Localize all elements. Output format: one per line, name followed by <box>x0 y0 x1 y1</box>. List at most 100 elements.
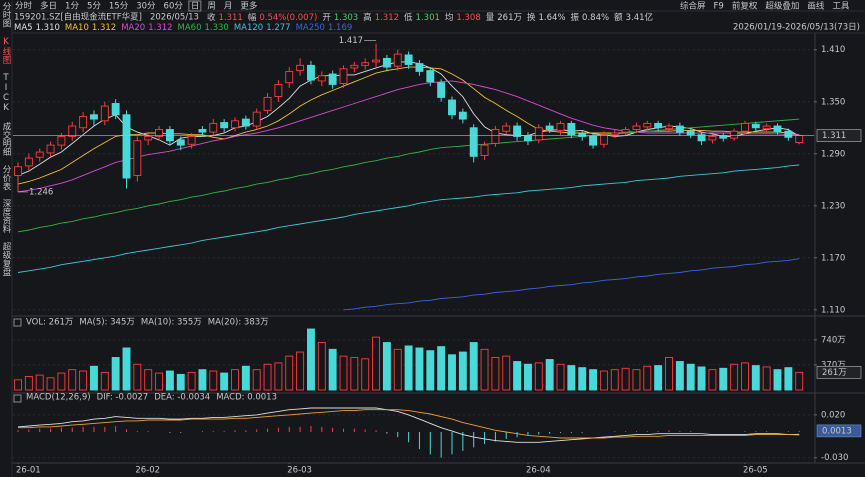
legend-value: 1.169 <box>328 23 352 33</box>
y-tick-label: -0.030 <box>821 453 848 463</box>
tab-highlight <box>188 0 202 12</box>
volume-bar <box>111 357 120 391</box>
tool-button[interactable]: 综合屏 <box>680 1 706 12</box>
volume-bar <box>176 373 185 391</box>
side-tab[interactable]: 成交明细 <box>1 121 11 156</box>
period-tab[interactable]: 周 <box>207 2 216 12</box>
candle-body <box>35 151 44 158</box>
candle-body <box>241 118 250 127</box>
candle-body <box>176 139 185 146</box>
price-tag <box>816 129 862 142</box>
volume-bar <box>155 372 164 391</box>
candle-body <box>795 135 804 143</box>
legend-name: MA10 <box>65 23 89 33</box>
period-tab[interactable]: 30分 <box>136 2 156 12</box>
candle-body <box>719 135 728 139</box>
candle-body <box>751 123 760 129</box>
volume-bar <box>241 365 250 391</box>
quote-date: 2026/05/13 <box>150 13 199 23</box>
side-tab[interactable]: TICK <box>1 72 11 113</box>
volume-bar <box>589 369 597 391</box>
volume-bar <box>665 357 673 391</box>
period-tab[interactable]: 1分 <box>65 2 79 12</box>
legend-value: 1.310 <box>36 23 60 33</box>
candle-body <box>307 64 315 81</box>
candle-body <box>654 122 663 129</box>
volume-bar <box>165 370 174 391</box>
volume-bar <box>513 361 522 391</box>
quote-item: 振 0.84% <box>571 12 610 23</box>
legend-item: MA(10): 355万 <box>141 318 202 328</box>
candle-body <box>231 120 239 129</box>
side-tab[interactable]: K线图 <box>1 36 11 64</box>
tool-button[interactable]: 超级叠加 <box>765 1 799 12</box>
volume-tag <box>816 366 862 379</box>
volume-bar <box>100 371 109 391</box>
volume-bar <box>393 348 402 391</box>
period-tab[interactable]: 多日 <box>40 1 57 12</box>
volume-bar <box>307 328 315 391</box>
candle-body <box>274 83 283 98</box>
quote-value: 1.64% <box>539 13 566 23</box>
quote-label: 幅 <box>248 12 257 23</box>
side-tab[interactable]: 分价表 <box>1 164 11 191</box>
legend-item: MA60 1.330 <box>178 23 229 33</box>
x-tick-label: 26-04 <box>526 466 551 476</box>
side-tab[interactable]: 深度资料 <box>1 199 11 233</box>
volume-bar <box>274 362 283 391</box>
volume-bar <box>382 342 391 391</box>
period-tab[interactable]: 分时 <box>15 1 33 12</box>
candle-body <box>252 111 261 127</box>
tool-button[interactable]: 前复权 <box>732 1 758 12</box>
help-icon[interactable] <box>13 394 22 403</box>
quote-label: 开 <box>322 13 331 23</box>
volume-bar <box>567 365 576 391</box>
volume-bar <box>621 367 630 391</box>
side-tab[interactable]: 超级复盘 <box>1 242 11 276</box>
volume-bar <box>708 369 717 391</box>
volume-bar <box>751 365 760 391</box>
volume-bar <box>57 372 66 391</box>
volume-bar <box>599 370 608 391</box>
candle-body <box>502 125 511 132</box>
candle-body <box>534 127 543 141</box>
legend-name: MA120 <box>234 23 263 33</box>
volume-bar <box>122 347 131 391</box>
candle-body <box>448 99 456 116</box>
candle-body <box>339 68 348 84</box>
y-tick-label: 740万 <box>821 335 846 345</box>
ma-line <box>17 80 800 193</box>
quote-value: 0.84% <box>582 13 609 23</box>
volume-bar <box>795 371 804 391</box>
tool-button[interactable]: 工具 <box>832 2 850 12</box>
tool-button[interactable]: 画线 <box>807 1 825 12</box>
period-tab[interactable]: 日 <box>191 2 200 12</box>
volume-bar <box>686 363 695 391</box>
candle-body <box>133 140 142 176</box>
candle-body <box>545 125 554 130</box>
candle-body <box>567 122 576 136</box>
candle-body <box>513 125 522 137</box>
legend-name: MA60 <box>178 23 202 33</box>
help-icon[interactable] <box>13 318 22 327</box>
period-tab[interactable]: 60分 <box>164 2 184 12</box>
candle-body <box>382 57 391 68</box>
x-tick-label: 26-03 <box>287 466 312 476</box>
period-tab[interactable]: 月 <box>224 2 233 12</box>
candle-body <box>79 116 88 129</box>
period-tab[interactable]: 更多 <box>240 1 258 12</box>
quote-item: 低 1.301 <box>404 12 440 23</box>
ma-line <box>343 258 800 311</box>
candle-body <box>68 125 77 137</box>
side-tab[interactable]: 分时图 <box>1 2 11 28</box>
quote-value: 3.41亿 <box>626 12 653 23</box>
tool-button[interactable]: F9 <box>714 2 724 12</box>
candle-body <box>524 135 532 142</box>
candle-body <box>741 122 749 132</box>
candle-body <box>328 73 337 85</box>
volume-bar <box>328 348 337 391</box>
quote-item: 均 1.308 <box>445 12 481 23</box>
quote-label: 低 <box>404 12 413 23</box>
period-tab[interactable]: 5分 <box>87 2 101 12</box>
period-tab[interactable]: 15分 <box>109 2 129 12</box>
